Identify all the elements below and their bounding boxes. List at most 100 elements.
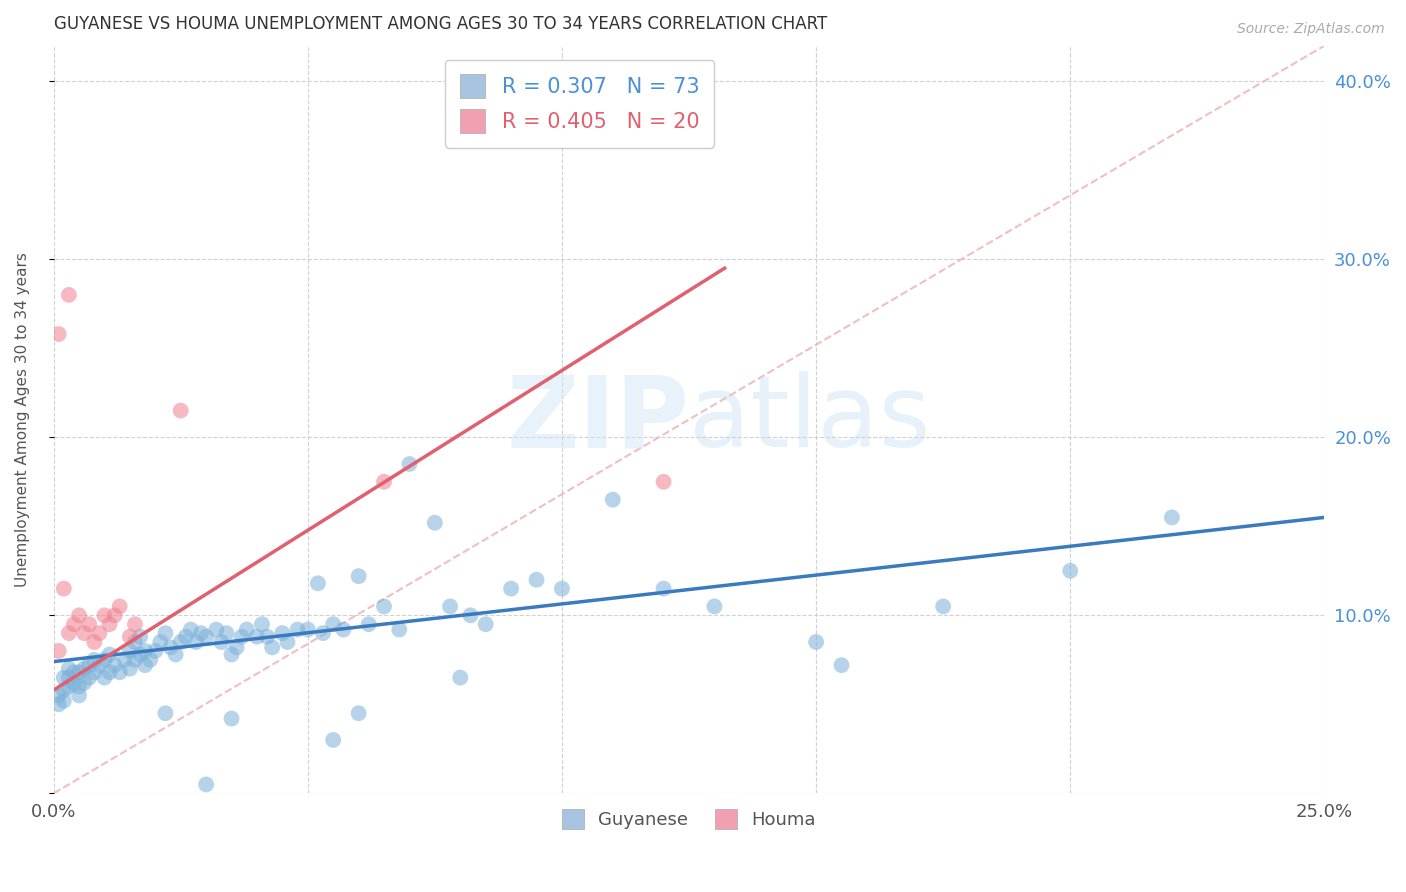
Point	[170, 635, 193, 649]
Point	[134, 644, 156, 658]
Point	[118, 644, 141, 658]
Point	[322, 617, 344, 632]
Point	[831, 658, 853, 673]
Point	[439, 599, 461, 614]
Point	[1059, 564, 1081, 578]
Point	[58, 671, 80, 685]
Point	[124, 617, 146, 632]
Point	[398, 457, 420, 471]
Point	[77, 658, 100, 673]
Point	[108, 599, 131, 614]
Point	[143, 644, 166, 658]
Point	[388, 623, 411, 637]
Point	[170, 403, 193, 417]
Point	[77, 617, 100, 632]
Point	[67, 689, 90, 703]
Point	[52, 671, 75, 685]
Point	[347, 569, 370, 583]
Point	[307, 576, 329, 591]
Y-axis label: Unemployment Among Ages 30 to 34 years: Unemployment Among Ages 30 to 34 years	[15, 252, 30, 587]
Point	[83, 653, 105, 667]
Point	[221, 648, 243, 662]
Text: GUYANESE VS HOUMA UNEMPLOYMENT AMONG AGES 30 TO 34 YEARS CORRELATION CHART: GUYANESE VS HOUMA UNEMPLOYMENT AMONG AGE…	[53, 15, 827, 33]
Point	[114, 653, 136, 667]
Point	[262, 640, 284, 655]
Point	[124, 653, 146, 667]
Point	[332, 623, 354, 637]
Point	[209, 635, 232, 649]
Point	[357, 617, 380, 632]
Point	[104, 658, 127, 673]
Point	[159, 640, 181, 655]
Point	[58, 288, 80, 302]
Point	[58, 662, 80, 676]
Point	[104, 608, 127, 623]
Point	[58, 680, 80, 694]
Point	[231, 630, 253, 644]
Point	[287, 623, 309, 637]
Point	[225, 640, 247, 655]
Point	[932, 599, 955, 614]
Point	[526, 573, 548, 587]
Point	[73, 662, 96, 676]
Point	[602, 492, 624, 507]
Point	[195, 777, 218, 791]
Point	[139, 653, 162, 667]
Point	[73, 626, 96, 640]
Point	[93, 653, 115, 667]
Point	[67, 608, 90, 623]
Point	[312, 626, 335, 640]
Point	[271, 626, 294, 640]
Point	[63, 676, 86, 690]
Point	[373, 599, 395, 614]
Point	[129, 630, 152, 644]
Point	[48, 327, 70, 342]
Point	[155, 626, 177, 640]
Point	[652, 582, 675, 596]
Point	[118, 662, 141, 676]
Point	[77, 671, 100, 685]
Point	[149, 635, 172, 649]
Point	[52, 582, 75, 596]
Point	[93, 671, 115, 685]
Point	[1161, 510, 1184, 524]
Point	[221, 712, 243, 726]
Text: atlas: atlas	[689, 371, 931, 468]
Point	[165, 648, 187, 662]
Point	[501, 582, 523, 596]
Point	[236, 623, 259, 637]
Point	[276, 635, 298, 649]
Point	[703, 599, 725, 614]
Point	[256, 630, 278, 644]
Point	[58, 626, 80, 640]
Point	[250, 617, 273, 632]
Point	[89, 658, 111, 673]
Point	[108, 665, 131, 680]
Point	[551, 582, 574, 596]
Point	[129, 648, 152, 662]
Point	[373, 475, 395, 489]
Point	[48, 689, 70, 703]
Point	[246, 630, 269, 644]
Point	[83, 665, 105, 680]
Point	[423, 516, 446, 530]
Text: ZIP: ZIP	[506, 371, 689, 468]
Point	[124, 635, 146, 649]
Point	[180, 623, 202, 637]
Point	[195, 630, 218, 644]
Point	[48, 644, 70, 658]
Point	[48, 698, 70, 712]
Point	[52, 683, 75, 698]
Point	[449, 671, 471, 685]
Point	[155, 706, 177, 721]
Point	[652, 475, 675, 489]
Point	[297, 623, 319, 637]
Point	[52, 694, 75, 708]
Point	[63, 665, 86, 680]
Point	[67, 665, 90, 680]
Point	[184, 635, 207, 649]
Text: Source: ZipAtlas.com: Source: ZipAtlas.com	[1237, 22, 1385, 37]
Point	[83, 635, 105, 649]
Point	[804, 635, 827, 649]
Legend: Guyanese, Houma: Guyanese, Houma	[555, 801, 823, 837]
